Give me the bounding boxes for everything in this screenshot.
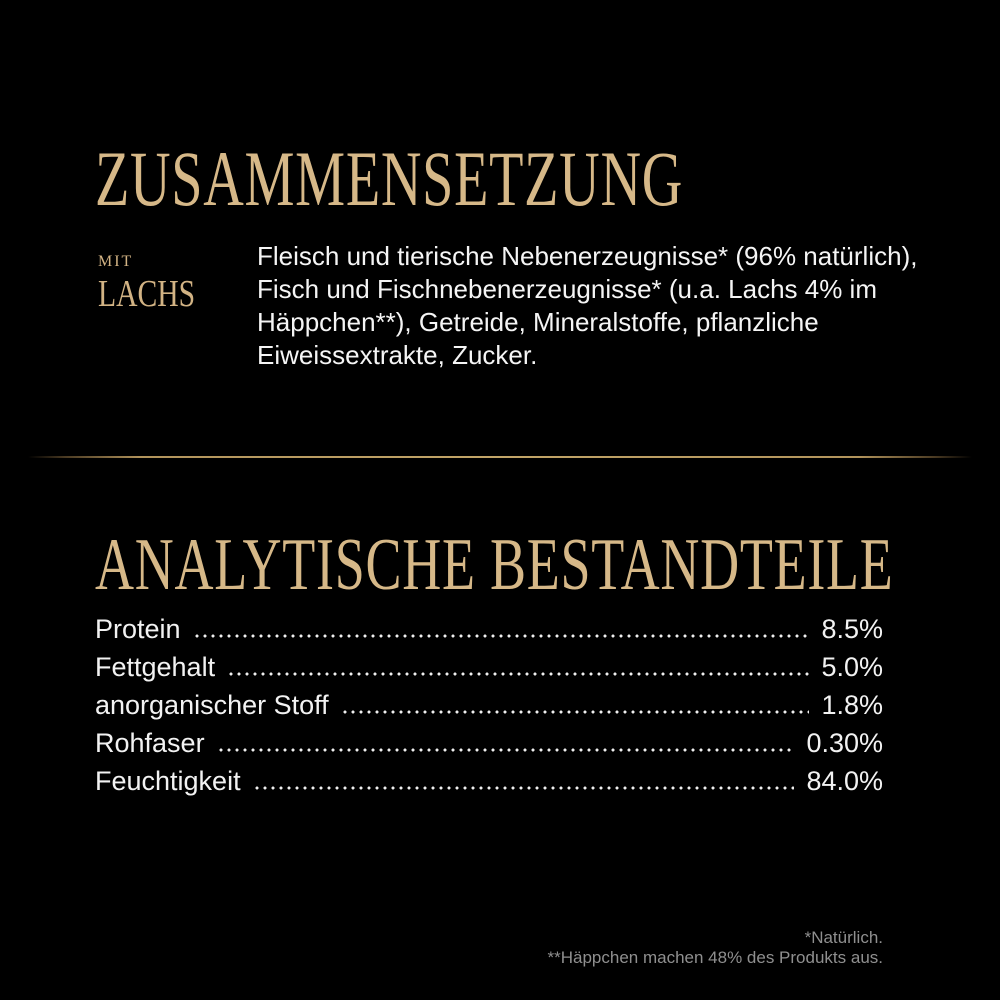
variant-prefix-label: MIT bbox=[98, 253, 134, 270]
nutrient-value: 0.30% bbox=[806, 728, 883, 758]
table-row: Protein 8.5% bbox=[95, 614, 883, 652]
ingredients-line: Fleisch und tierische Nebenerzeugnisse* … bbox=[257, 241, 918, 271]
dotted-leader bbox=[227, 672, 810, 676]
ingredients-paragraph: Fleisch und tierische Nebenerzeugnisse* … bbox=[257, 240, 977, 372]
table-row: Feuchtigkeit 84.0% bbox=[95, 766, 883, 804]
gold-divider-line bbox=[28, 456, 972, 458]
nutrient-label: Feuchtigkeit bbox=[95, 766, 241, 796]
nutrient-table: Protein 8.5% Fettgehalt 5.0% anorganisch… bbox=[95, 614, 883, 804]
nutrient-label: Rohfaser bbox=[95, 728, 205, 758]
nutrient-value: 8.5% bbox=[821, 614, 883, 644]
nutrient-value: 84.0% bbox=[806, 766, 883, 796]
nutrient-value: 1.8% bbox=[821, 690, 883, 720]
dotted-leader bbox=[216, 748, 795, 752]
dotted-leader bbox=[252, 786, 795, 790]
nutrient-label: anorganischer Stoff bbox=[95, 690, 329, 720]
nutrient-value: 5.0% bbox=[821, 652, 883, 682]
table-row: Fettgehalt 5.0% bbox=[95, 652, 883, 690]
footnote-line: *Natürlich. bbox=[804, 928, 883, 947]
composition-title: ZUSAMMENSETZUNG bbox=[95, 135, 684, 222]
analysis-title: ANALYTISCHE BESTANDTEILE bbox=[95, 524, 894, 606]
dotted-leader bbox=[192, 634, 810, 638]
nutrient-label: Protein bbox=[95, 614, 181, 644]
nutrient-label: Fettgehalt bbox=[95, 652, 216, 682]
variant-name-label: LACHS bbox=[98, 273, 196, 315]
footnotes: *Natürlich. **Häppchen machen 48% des Pr… bbox=[548, 928, 883, 968]
table-row: Rohfaser 0.30% bbox=[95, 728, 883, 766]
ingredients-line: Fisch und Fischnebenerzeugnisse* (u.a. L… bbox=[257, 274, 877, 304]
ingredients-line: Häppchen**), Getreide, Mineralstoffe, pf… bbox=[257, 307, 819, 337]
ingredients-line: Eiweissextrakte, Zucker. bbox=[257, 340, 538, 370]
variant-block: MIT LACHS bbox=[98, 252, 223, 314]
table-row: anorganischer Stoff 1.8% bbox=[95, 690, 883, 728]
footnote-line: **Häppchen machen 48% des Produkts aus. bbox=[547, 948, 883, 967]
dotted-leader bbox=[340, 710, 810, 714]
